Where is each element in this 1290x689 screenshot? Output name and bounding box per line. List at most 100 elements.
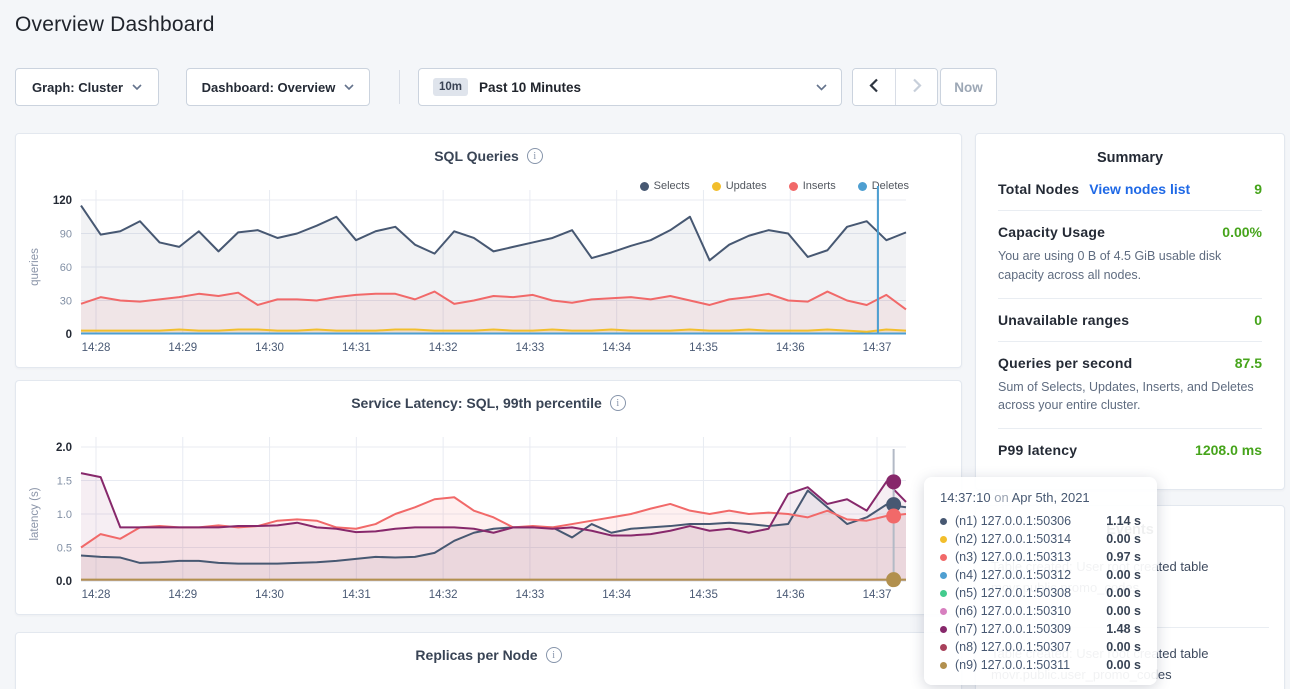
tooltip-node-row: (n5) 127.0.0.1:50308 0.00 s bbox=[940, 584, 1141, 602]
x-tick-label: 14:34 bbox=[602, 342, 631, 354]
x-tick-label: 14:31 bbox=[342, 589, 371, 601]
chevron-left-icon bbox=[869, 78, 879, 96]
node-address: (n4) 127.0.0.1:50312 bbox=[955, 568, 1071, 582]
y-axis-label: queries bbox=[29, 248, 41, 286]
node-address: (n5) 127.0.0.1:50308 bbox=[955, 586, 1071, 600]
x-tick-label: 14:35 bbox=[689, 589, 718, 601]
node-color-dot bbox=[940, 608, 947, 615]
unavailable-ranges-value: 0 bbox=[1254, 312, 1262, 328]
node-latency-value: 0.00 s bbox=[1106, 532, 1141, 546]
dashboard-dropdown[interactable]: Dashboard: Overview bbox=[186, 68, 370, 106]
y-tick-label: 0.5 bbox=[57, 543, 72, 555]
next-time-button[interactable] bbox=[895, 69, 937, 105]
node-address: (n7) 127.0.0.1:50309 bbox=[955, 622, 1071, 636]
node-color-dot bbox=[940, 572, 947, 579]
node-latency-value: 1.14 s bbox=[1106, 514, 1141, 528]
node-address: (n6) 127.0.0.1:50310 bbox=[955, 604, 1071, 618]
prev-time-button[interactable] bbox=[853, 69, 895, 105]
node-color-dot bbox=[940, 626, 947, 633]
capacity-usage-desc: You are using 0 B of 4.5 GiB usable disk… bbox=[998, 247, 1262, 285]
time-range-badge: 10m bbox=[433, 78, 468, 96]
time-step-buttons bbox=[852, 68, 938, 106]
tooltip-node-row: (n2) 127.0.0.1:50314 0.00 s bbox=[940, 530, 1141, 548]
summary-panel: Summary Total Nodes View nodes list 9 Ca… bbox=[975, 133, 1285, 490]
p99-latency-value: 1208.0 ms bbox=[1195, 442, 1262, 458]
y-tick-label: 0 bbox=[66, 329, 72, 341]
chevron-down-icon bbox=[344, 84, 354, 90]
qps-value: 87.5 bbox=[1235, 355, 1262, 371]
y-tick-label: 2.0 bbox=[56, 442, 72, 454]
node-color-dot bbox=[940, 518, 947, 525]
node-address: (n9) 127.0.0.1:50311 bbox=[955, 658, 1070, 672]
x-tick-label: 14:29 bbox=[168, 342, 197, 354]
x-tick-label: 14:34 bbox=[602, 589, 631, 601]
summary-row-qps: Queries per second 87.5 Sum of Selects, … bbox=[998, 342, 1262, 430]
x-tick-label: 14:36 bbox=[776, 342, 805, 354]
y-tick-label: 90 bbox=[60, 229, 72, 241]
node-address: (n8) 127.0.0.1:50307 bbox=[955, 640, 1071, 654]
time-range-label: Past 10 Minutes bbox=[479, 80, 581, 95]
sql-queries-chart[interactable]: 0 30 60 90 120 queries 14:28 14:29 14:30 14:31 14:… bbox=[16, 134, 963, 369]
node-color-dot bbox=[940, 662, 947, 669]
x-tick-label: 14:30 bbox=[255, 342, 284, 354]
x-tick-label: 14:31 bbox=[342, 342, 371, 354]
service-latency-card: Service Latency: SQL, 99th percentile i … bbox=[15, 380, 962, 615]
x-tick-label: 14:37 bbox=[863, 589, 892, 601]
tooltip-node-row: (n8) 127.0.0.1:50307 0.00 s bbox=[940, 638, 1141, 656]
x-tick-label: 14:32 bbox=[429, 342, 458, 354]
total-nodes-value: 9 bbox=[1254, 181, 1262, 197]
sql-queries-card: SQL Queries i SelectsUpdatesInsertsDelet… bbox=[15, 133, 962, 368]
node-color-dot bbox=[940, 554, 947, 561]
now-button[interactable]: Now bbox=[940, 68, 997, 106]
y-tick-label: 0.0 bbox=[56, 576, 72, 588]
page-title: Overview Dashboard bbox=[15, 13, 215, 37]
series-Selects-area bbox=[81, 206, 906, 334]
chevron-down-icon bbox=[816, 84, 827, 91]
node-latency-value: 1.48 s bbox=[1106, 622, 1141, 636]
summary-title: Summary bbox=[976, 134, 1284, 166]
x-tick-label: 14:28 bbox=[82, 342, 111, 354]
chart-tooltip: 14:37:10 on Apr 5th, 2021 (n1) 127.0.0.1… bbox=[924, 477, 1157, 685]
y-axis-label: latency (s) bbox=[29, 487, 41, 540]
info-icon[interactable]: i bbox=[546, 647, 562, 663]
x-tick-label: 14:35 bbox=[689, 342, 718, 354]
x-tick-label: 14:29 bbox=[168, 589, 197, 601]
node-color-dot bbox=[940, 536, 947, 543]
x-tick-label: 14:37 bbox=[863, 342, 892, 354]
y-tick-label: 60 bbox=[60, 262, 72, 274]
capacity-usage-value: 0.00% bbox=[1222, 224, 1262, 240]
summary-row-unavailable-ranges: Unavailable ranges 0 bbox=[998, 299, 1262, 342]
view-nodes-list-link[interactable]: View nodes list bbox=[1089, 181, 1190, 197]
node-address: (n3) 127.0.0.1:50313 bbox=[955, 550, 1071, 564]
summary-row-total-nodes: Total Nodes View nodes list 9 bbox=[998, 168, 1262, 211]
crosshair-dot bbox=[886, 509, 901, 524]
summary-row-capacity: Capacity Usage 0.00% You are using 0 B o… bbox=[998, 211, 1262, 299]
node-latency-value: 0.00 s bbox=[1106, 640, 1141, 654]
x-tick-label: 14:30 bbox=[255, 589, 284, 601]
replicas-per-node-card: Replicas per Node i bbox=[15, 632, 962, 689]
y-tick-label: 120 bbox=[53, 195, 72, 207]
crosshair-dot bbox=[886, 572, 901, 587]
time-range-picker[interactable]: 10m Past 10 Minutes bbox=[418, 68, 842, 106]
node-color-dot bbox=[940, 590, 947, 597]
graph-dropdown[interactable]: Graph: Cluster bbox=[15, 68, 159, 106]
service-latency-chart[interactable]: 0.00.51.01.52.0latency (s)14:2814:2914:3… bbox=[16, 381, 963, 616]
controls-divider bbox=[399, 70, 400, 104]
tooltip-node-row: (n3) 127.0.0.1:503130.97 s bbox=[940, 548, 1141, 566]
y-tick-label: 30 bbox=[60, 296, 72, 308]
crosshair-dot bbox=[886, 474, 901, 489]
node-color-dot bbox=[940, 644, 947, 651]
tooltip-node-row: (n9) 127.0.0.1:503110.00 s bbox=[940, 656, 1141, 674]
x-tick-label: 14:33 bbox=[516, 342, 545, 354]
tooltip-node-row: (n7) 127.0.0.1:50309 1.48 s bbox=[940, 620, 1141, 638]
x-tick-label: 14:36 bbox=[776, 589, 805, 601]
node-address: (n2) 127.0.0.1:50314 bbox=[955, 532, 1071, 546]
dashboard-dropdown-label: Dashboard: Overview bbox=[202, 80, 336, 95]
graph-dropdown-label: Graph: Cluster bbox=[32, 80, 123, 95]
node-latency-value: 0.00 s bbox=[1106, 586, 1141, 600]
tooltip-timestamp: 14:37:10 on Apr 5th, 2021 bbox=[940, 490, 1141, 505]
chart-title: Replicas per Node bbox=[415, 647, 537, 663]
summary-row-p99: P99 latency 1208.0 ms bbox=[998, 429, 1262, 471]
tooltip-node-row: (n1) 127.0.0.1:503061.14 s bbox=[940, 512, 1141, 530]
node-latency-value: 0.00 s bbox=[1106, 568, 1141, 582]
